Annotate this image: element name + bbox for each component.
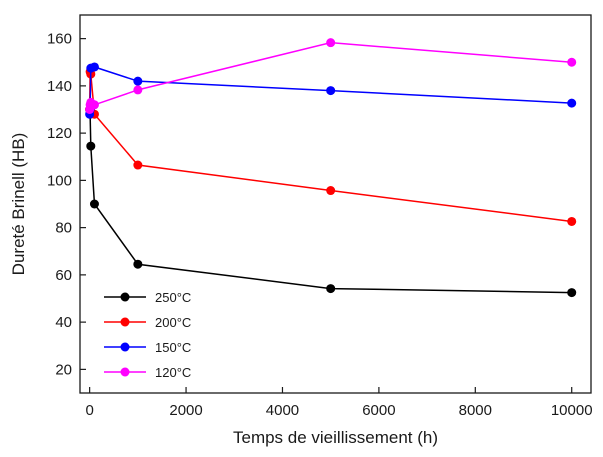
data-point <box>86 141 96 151</box>
x-tick-label: 4000 <box>266 402 299 419</box>
x-tick-label: 10000 <box>551 402 593 419</box>
x-tick-label: 2000 <box>169 402 202 419</box>
data-point <box>567 216 577 226</box>
data-point <box>567 288 577 298</box>
y-tick-label: 60 <box>55 267 72 284</box>
legend-marker <box>120 342 130 352</box>
x-tick-label: 0 <box>85 402 93 419</box>
x-tick-label: 6000 <box>362 402 395 419</box>
y-tick-label: 40 <box>55 314 72 331</box>
series-line <box>88 109 572 294</box>
series-layer <box>85 38 577 298</box>
y-tick-label: 100 <box>47 172 72 189</box>
series-2 <box>85 62 577 119</box>
legend-marker <box>120 292 130 302</box>
data-point <box>89 100 99 110</box>
y-tick-label: 20 <box>55 361 72 378</box>
legend-label: 120°C <box>155 365 191 380</box>
data-point <box>89 62 99 72</box>
legend-marker <box>120 367 130 377</box>
data-point <box>89 199 99 209</box>
legend-item: 250°C <box>104 290 191 305</box>
legend-item: 200°C <box>104 315 191 330</box>
legend-item: 120°C <box>104 365 191 380</box>
data-point <box>326 86 336 96</box>
legend-label: 200°C <box>155 315 191 330</box>
y-tick-label: 140 <box>47 78 72 95</box>
series-0 <box>85 105 577 298</box>
data-point <box>567 57 577 67</box>
data-point <box>567 98 577 108</box>
legend-item: 150°C <box>104 340 191 355</box>
data-point <box>326 38 336 48</box>
data-point <box>133 160 143 170</box>
legend: 250°C 200°C 150°C 120°C <box>104 290 191 380</box>
data-point <box>326 186 336 196</box>
y-tick-label: 160 <box>47 31 72 48</box>
data-point <box>133 76 143 86</box>
data-point <box>133 259 143 269</box>
legend-marker <box>120 317 130 327</box>
legend-label: 250°C <box>155 290 191 305</box>
x-tick-label: 8000 <box>459 402 492 419</box>
data-point <box>133 85 143 95</box>
x-axis-title: Temps de vieillissement (h) <box>233 428 438 447</box>
y-axis-title: Dureté Brinell (HB) <box>9 133 28 276</box>
axis-ticks: 0 2000 4000 6000 8000 10000 20 40 60 80 100 120 140 1… <box>47 31 593 419</box>
legend-label: 150°C <box>155 340 191 355</box>
y-tick-label: 80 <box>55 220 72 237</box>
data-point <box>326 284 336 294</box>
plot-frame <box>79 14 592 394</box>
y-tick-label: 120 <box>47 125 72 142</box>
series-3 <box>85 38 577 114</box>
